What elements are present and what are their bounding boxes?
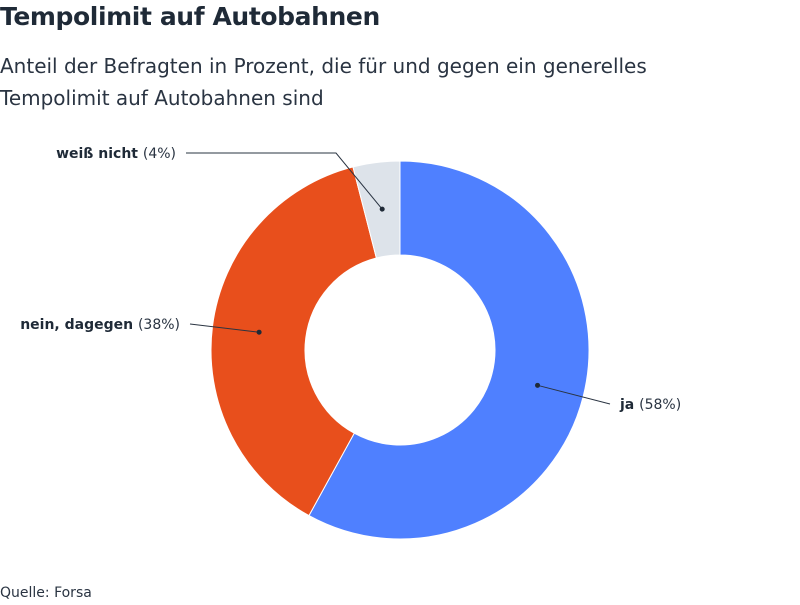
- slice-label: nein, dagegen (38%): [20, 317, 180, 333]
- slice-labels: ja (58%) nein, dagegen (38%) weiß nicht (4…: [20, 146, 681, 413]
- slice-label-value: (4%): [143, 146, 176, 162]
- slice-wei-nicht: [352, 160, 401, 259]
- leader-dot: [379, 206, 385, 212]
- leader-line: [537, 384, 611, 405]
- chart-subtitle: Anteil der Befragten in Prozent, die für…: [0, 54, 647, 110]
- slice-label: weiß nicht (4%): [56, 146, 176, 162]
- slice-label-name: ja: [619, 397, 639, 413]
- slice-ja: [308, 160, 590, 540]
- source-note: Quelle: Forsa: [0, 585, 92, 601]
- leader-lines: [186, 152, 611, 405]
- slice-label-name: weiß nicht: [56, 146, 143, 162]
- slice-nein-dagegen: [210, 166, 377, 517]
- leader-line: [186, 152, 383, 210]
- slice-label: ja (58%): [619, 397, 681, 413]
- slice-label-value: (58%): [639, 397, 681, 413]
- leader-dot: [535, 382, 541, 388]
- chart-title: Tempolimit auf Autobahnen: [0, 2, 380, 31]
- donut-slices: [210, 160, 590, 540]
- leader-line: [189, 323, 260, 333]
- leader-dot: [256, 329, 262, 335]
- slice-label-value: (38%): [138, 317, 180, 333]
- slice-label-name: nein, dagegen: [20, 317, 138, 333]
